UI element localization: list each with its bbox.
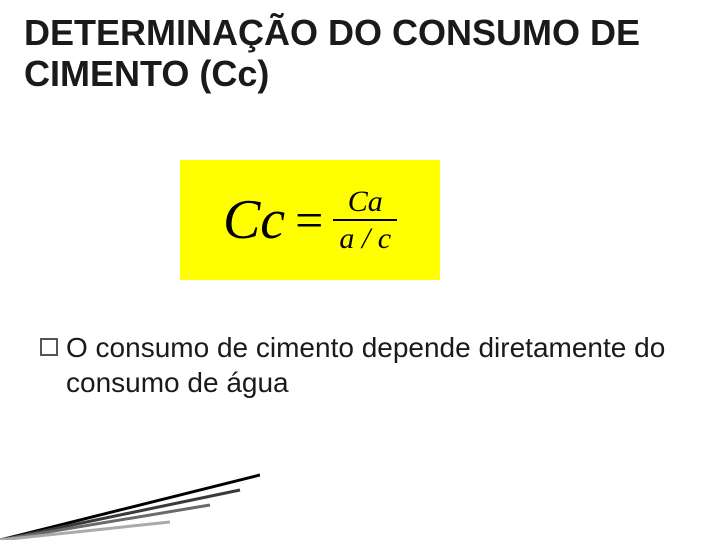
- formula: Cc = Ca a / c: [223, 186, 397, 255]
- bullet-text: O consumo de cimento depende diretamente…: [66, 330, 680, 400]
- formula-equals: =: [295, 191, 323, 249]
- square-bullet-icon: [40, 338, 58, 356]
- formula-numerator: Ca: [342, 186, 389, 220]
- formula-lhs: Cc: [223, 188, 285, 252]
- slide-title: DETERMINAÇÃO DO CONSUMO DE CIMENTO (Cc): [24, 12, 696, 95]
- formula-fraction: Ca a / c: [333, 186, 397, 255]
- bullet-item: O consumo de cimento depende diretamente…: [40, 330, 680, 400]
- corner-accent-lines: [0, 470, 260, 540]
- formula-box: Cc = Ca a / c: [180, 160, 440, 280]
- formula-denominator: a / c: [333, 219, 397, 255]
